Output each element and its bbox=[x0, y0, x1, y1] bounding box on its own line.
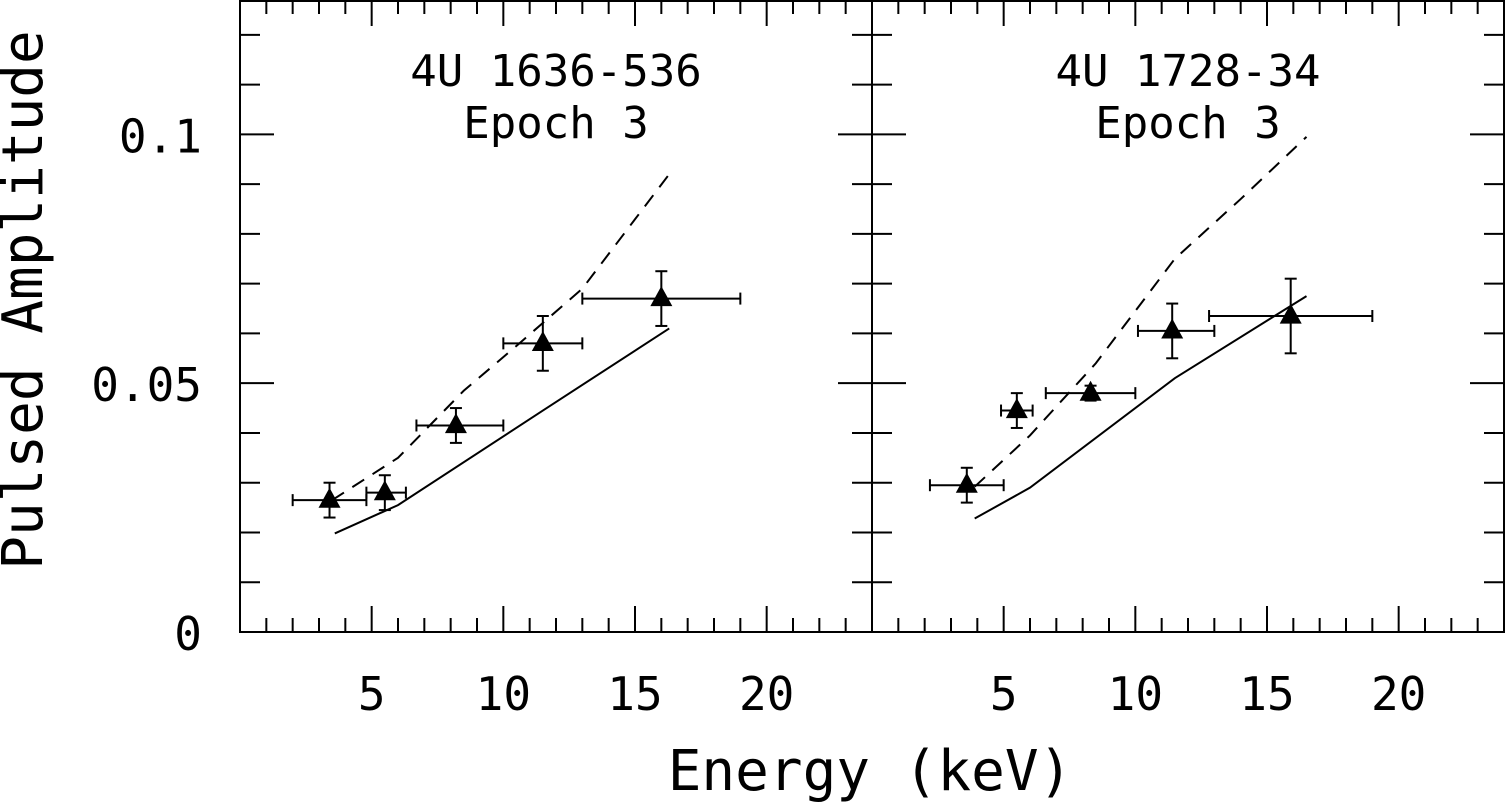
triangle-marker bbox=[1005, 398, 1028, 419]
y-tick-label: 0.05 bbox=[91, 358, 202, 412]
triangle-marker bbox=[318, 487, 341, 508]
x-tick-label: 20 bbox=[739, 667, 794, 721]
x-tick-labels: 5 10 15 20 bbox=[990, 667, 1427, 721]
dashed-model-line bbox=[974, 136, 1308, 488]
data-point bbox=[581, 270, 742, 327]
x-tick-label: 15 bbox=[1239, 667, 1294, 721]
x-tick-label: 10 bbox=[476, 667, 531, 721]
panel-4u-1728-34: 5 10 15 20 4U 1728-34 Epoch 3 bbox=[871, 0, 1505, 721]
panel-title: 4U 1636-536 bbox=[410, 46, 701, 97]
dashed-model-line bbox=[331, 173, 671, 501]
data-point bbox=[928, 466, 1005, 504]
x-tick-label: 5 bbox=[358, 667, 386, 721]
data-point bbox=[1044, 380, 1137, 402]
triangle-marker bbox=[444, 413, 467, 434]
axis-ticks bbox=[872, 0, 1504, 632]
triangle-marker bbox=[650, 286, 673, 307]
data-point bbox=[1208, 277, 1374, 355]
panel-4u-1636-536: 0 0.05 0.1 5 10 15 20 4U 1636-536 Epoch 3 bbox=[91, 0, 873, 721]
plot-content bbox=[291, 173, 742, 535]
triangle-marker bbox=[1279, 303, 1302, 324]
solid-model-line bbox=[974, 295, 1308, 520]
data-point bbox=[1000, 392, 1034, 429]
data-point bbox=[1136, 302, 1216, 360]
data-point bbox=[291, 481, 368, 519]
panel-subtitle: Epoch 3 bbox=[1095, 98, 1280, 149]
x-tick-label: 10 bbox=[1108, 667, 1163, 721]
panel-title: 4U 1728-34 bbox=[1056, 46, 1321, 97]
y-tick-label: 0.1 bbox=[119, 109, 202, 163]
y-axis-title: Pulsed Amplitude bbox=[0, 30, 56, 569]
triangle-marker bbox=[373, 480, 396, 501]
x-tick-labels: 5 10 15 20 bbox=[358, 667, 795, 721]
y-tick-labels: 0 0.05 0.1 bbox=[91, 109, 202, 661]
y-tick-label: 0 bbox=[174, 607, 202, 661]
x-tick-label: 20 bbox=[1371, 667, 1426, 721]
triangle-marker bbox=[1161, 318, 1184, 339]
x-tick-label: 15 bbox=[607, 667, 662, 721]
triangle-marker bbox=[955, 472, 978, 493]
x-axis-title: Energy (keV) bbox=[668, 739, 1073, 804]
triangle-marker bbox=[531, 330, 554, 351]
solid-model-line bbox=[334, 327, 670, 535]
data-point bbox=[502, 315, 584, 372]
triangle-marker bbox=[1079, 380, 1102, 401]
panel-subtitle: Epoch 3 bbox=[463, 98, 648, 149]
axis-ticks bbox=[240, 0, 872, 632]
plot-content bbox=[928, 136, 1374, 520]
x-tick-label: 5 bbox=[990, 667, 1018, 721]
